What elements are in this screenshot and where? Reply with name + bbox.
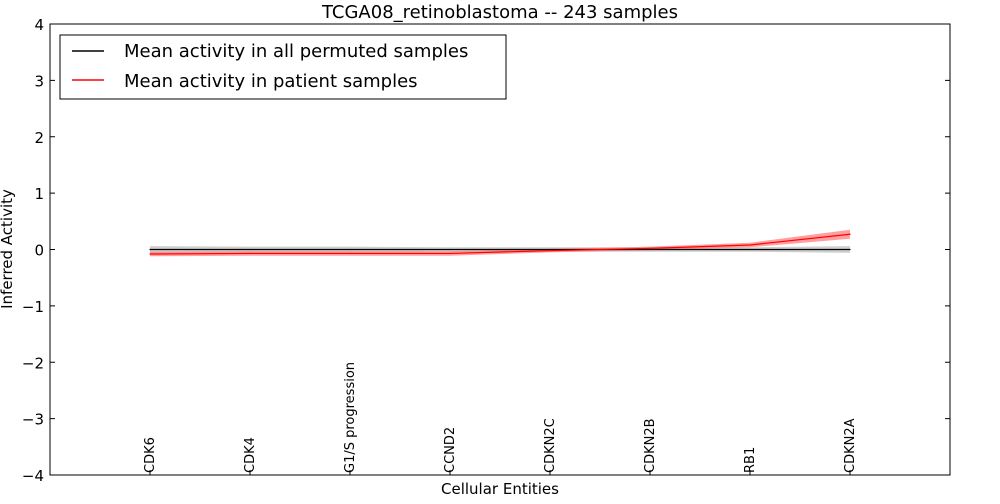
x-tick-label: RB1 (743, 447, 758, 473)
point-series-1 (449, 252, 451, 255)
x-tick-label: CCND2 (443, 427, 458, 473)
y-tick-label: −3 (22, 411, 44, 429)
point-series-0 (649, 248, 651, 251)
point-series-1 (349, 252, 351, 255)
point-series-1 (849, 233, 851, 235)
point-series-1 (249, 252, 251, 255)
y-tick-label: 1 (34, 185, 44, 203)
legend-label-permuted: Mean activity in all permuted samples (124, 41, 468, 62)
x-tick-label: CDKN2C (543, 418, 558, 473)
point-series-0 (249, 248, 251, 251)
legend: Mean activity in all permuted samples Me… (59, 34, 507, 100)
y-tick-label: −1 (22, 298, 44, 316)
series-lines (149, 233, 851, 255)
y-tick-label: −2 (22, 354, 44, 372)
point-series-1 (149, 253, 151, 255)
y-axis: 4 3 2 1 0 −1 −2 −3 −4 (22, 16, 950, 485)
point-series-0 (849, 248, 851, 251)
y-tick-label: 0 (34, 242, 44, 260)
point-series-1 (649, 247, 651, 249)
line-series-1 (149, 233, 851, 255)
chart-title: TCGA08_retinoblastoma -- 243 samples (321, 2, 678, 23)
x-axis-label: Cellular Entities (441, 480, 559, 498)
y-tick-label: 4 (34, 16, 44, 34)
x-tick-label: CDK6 (143, 437, 158, 473)
legend-box (59, 34, 507, 100)
point-series-0 (749, 248, 751, 251)
y-tick-label: 2 (34, 129, 44, 147)
point-series-0 (449, 248, 451, 251)
point-series-0 (349, 248, 351, 251)
point-series-1 (749, 244, 751, 246)
x-axis: CDK6 CDK4 G1/S progression CCND2 CDKN2C CDKN2… (143, 362, 858, 475)
y-axis-label: Inferred Activity (0, 189, 16, 309)
y-tick-label: 3 (34, 72, 44, 90)
point-series-0 (549, 248, 551, 251)
x-tick-label: CDK4 (243, 437, 258, 473)
x-tick-label: G1/S progression (343, 362, 358, 473)
x-tick-label: CDKN2B (643, 418, 658, 473)
y-tick-label: −4 (22, 467, 44, 485)
legend-label-patient: Mean activity in patient samples (124, 71, 418, 92)
point-series-0 (149, 248, 151, 251)
point-series-1 (549, 250, 551, 252)
x-tick-label: CDKN2A (843, 418, 858, 473)
